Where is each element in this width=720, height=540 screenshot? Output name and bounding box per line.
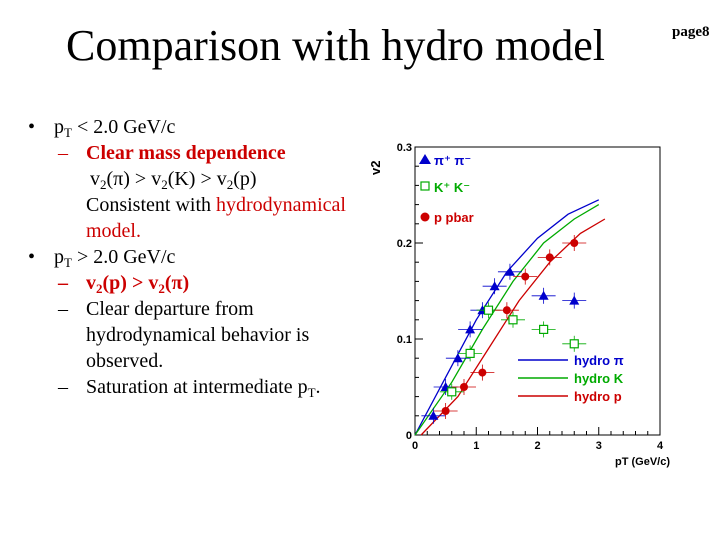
v2-text: (π) (164, 272, 190, 294)
v2-text: (p) (233, 168, 257, 190)
data-point-triangle (452, 353, 463, 363)
consistent-text: Consistent with (86, 194, 217, 216)
bullet-2-prefix: p (54, 246, 64, 268)
bullet-1-line-2: v2(π) > v2(K) > v2(p) (28, 166, 408, 192)
v2-sub: 2 (161, 177, 168, 192)
y-tick-label: 0.1 (397, 334, 412, 346)
data-point-square (539, 324, 549, 334)
legend-label: p pbar (434, 210, 474, 225)
data-point-circle (478, 368, 487, 377)
bullet-2-dash-3: – Saturation at intermediate pT. (28, 374, 408, 400)
bullet-1-dash-1-text: Clear mass dependence (86, 142, 286, 164)
dash-marker: – (58, 298, 68, 320)
y-tick-label: 0.2 (397, 238, 412, 250)
legend-marker-square (420, 181, 430, 191)
data-point-circle (502, 306, 511, 315)
bullet-1-sub: T (64, 125, 72, 140)
data-point-square (465, 348, 475, 358)
data-point-square (447, 387, 457, 397)
x-tick-label: 0 (412, 440, 418, 452)
data-point-circle (521, 272, 530, 281)
v2-text: (π) > v (106, 168, 162, 190)
data-point-circle (460, 383, 468, 391)
data-points (421, 235, 587, 424)
v2-sub: 2 (158, 281, 165, 296)
bullet-1-rest: < 2.0 GeV/c (71, 116, 176, 138)
x-axis-label: pT (GeV/c) (615, 456, 670, 468)
y-tick-label: 0.3 (397, 142, 412, 154)
v2-sub: 2 (226, 177, 234, 192)
legend-label: π⁺ π⁻ (434, 153, 471, 168)
bullet-1-line-3: Consistent with hydrodynamical (28, 192, 408, 218)
bullet-1-prefix: p (54, 116, 64, 138)
v2-sub: 2 (100, 177, 107, 192)
bullet-2-dash-1: – v2(p) > v2(π) (28, 270, 408, 296)
legend-marker-circle (420, 212, 430, 222)
v2-text: (p) > v (102, 272, 159, 294)
v2-text: (K) > v (167, 168, 227, 190)
legend-label: K⁺ K⁻ (434, 180, 470, 195)
bullet-2-rest: > 2.0 GeV/c (71, 246, 176, 268)
x-tick-label: 4 (657, 440, 664, 452)
bullet-marker: • (28, 246, 36, 268)
bullet-2-dash-2: – Clear departure from (28, 296, 408, 322)
data-point-triangle (504, 266, 515, 276)
bullet-1-line-4: model. (86, 220, 141, 242)
legend-curve-label: hydro p (574, 389, 622, 404)
legend-curve-label: hydro K (574, 371, 624, 386)
data-point-triangle (489, 281, 500, 291)
data-point-square (508, 315, 518, 325)
bullet-list: • pT < 2.0 GeV/c – Clear mass dependence… (28, 114, 408, 400)
saturation-sub: T (307, 385, 316, 400)
chart-axes: 0 1 2 3 4 0 0.1 0.2 0.3 v2 pT (GeV/c) (368, 142, 670, 468)
bullet-2: • pT > 2.0 GeV/c (28, 244, 408, 270)
page-label: page8 (672, 24, 710, 40)
bullet-2-dash-2-line: Clear departure from (86, 298, 254, 320)
bullet-2-sub: T (64, 255, 72, 270)
legend-marker-triangle (419, 154, 431, 164)
v2-sub: 2 (96, 281, 103, 296)
bullet-2-dash-2-line: observed. (86, 350, 164, 372)
data-point-circle (441, 407, 450, 415)
bullet-1: • pT < 2.0 GeV/c (28, 114, 408, 140)
data-point-square (569, 339, 579, 349)
dash-marker: – (58, 142, 68, 164)
v2-text: v (90, 168, 100, 190)
data-point-triangle (569, 295, 580, 305)
slide-title: Comparison with hydro model (66, 21, 605, 70)
data-point-square (483, 305, 494, 315)
x-tick-label: 1 (473, 440, 479, 452)
v2-pt-chart: 0 1 2 3 4 0 0.1 0.2 0.3 v2 pT (GeV/c) π⁺ π⁻ K⁺ K⁻ p … (360, 130, 680, 470)
legend-curve-label: hydro π (574, 353, 624, 368)
dash-marker: – (58, 376, 68, 398)
data-point-circle (545, 253, 554, 262)
data-point-triangle (538, 290, 549, 300)
v2-text: v (86, 272, 96, 294)
hydro-curve (414, 204, 600, 436)
y-axis-label: v2 (368, 161, 383, 175)
bullet-2-dash-2-line: hydrodynamical behavior is (86, 324, 310, 346)
bullet-marker: • (28, 116, 36, 138)
data-point-triangle (465, 324, 476, 334)
hydrodynamical-text: hydrodynamical (216, 194, 346, 216)
chart-legend: π⁺ π⁻ K⁺ K⁻ p pbar hydro π hydro K hydro p (419, 153, 624, 404)
data-point-triangle (428, 410, 439, 420)
x-tick-label: 3 (596, 440, 602, 452)
saturation-suffix: . (315, 376, 321, 398)
bullet-1-dash-1: – Clear mass dependence (28, 140, 408, 166)
hydro-curve (420, 218, 606, 436)
data-point-circle (570, 239, 579, 247)
x-tick-label: 2 (534, 440, 540, 452)
dash-marker: – (58, 272, 68, 294)
saturation-text: Saturation at intermediate p (86, 376, 308, 398)
y-tick-label: 0 (406, 430, 412, 442)
